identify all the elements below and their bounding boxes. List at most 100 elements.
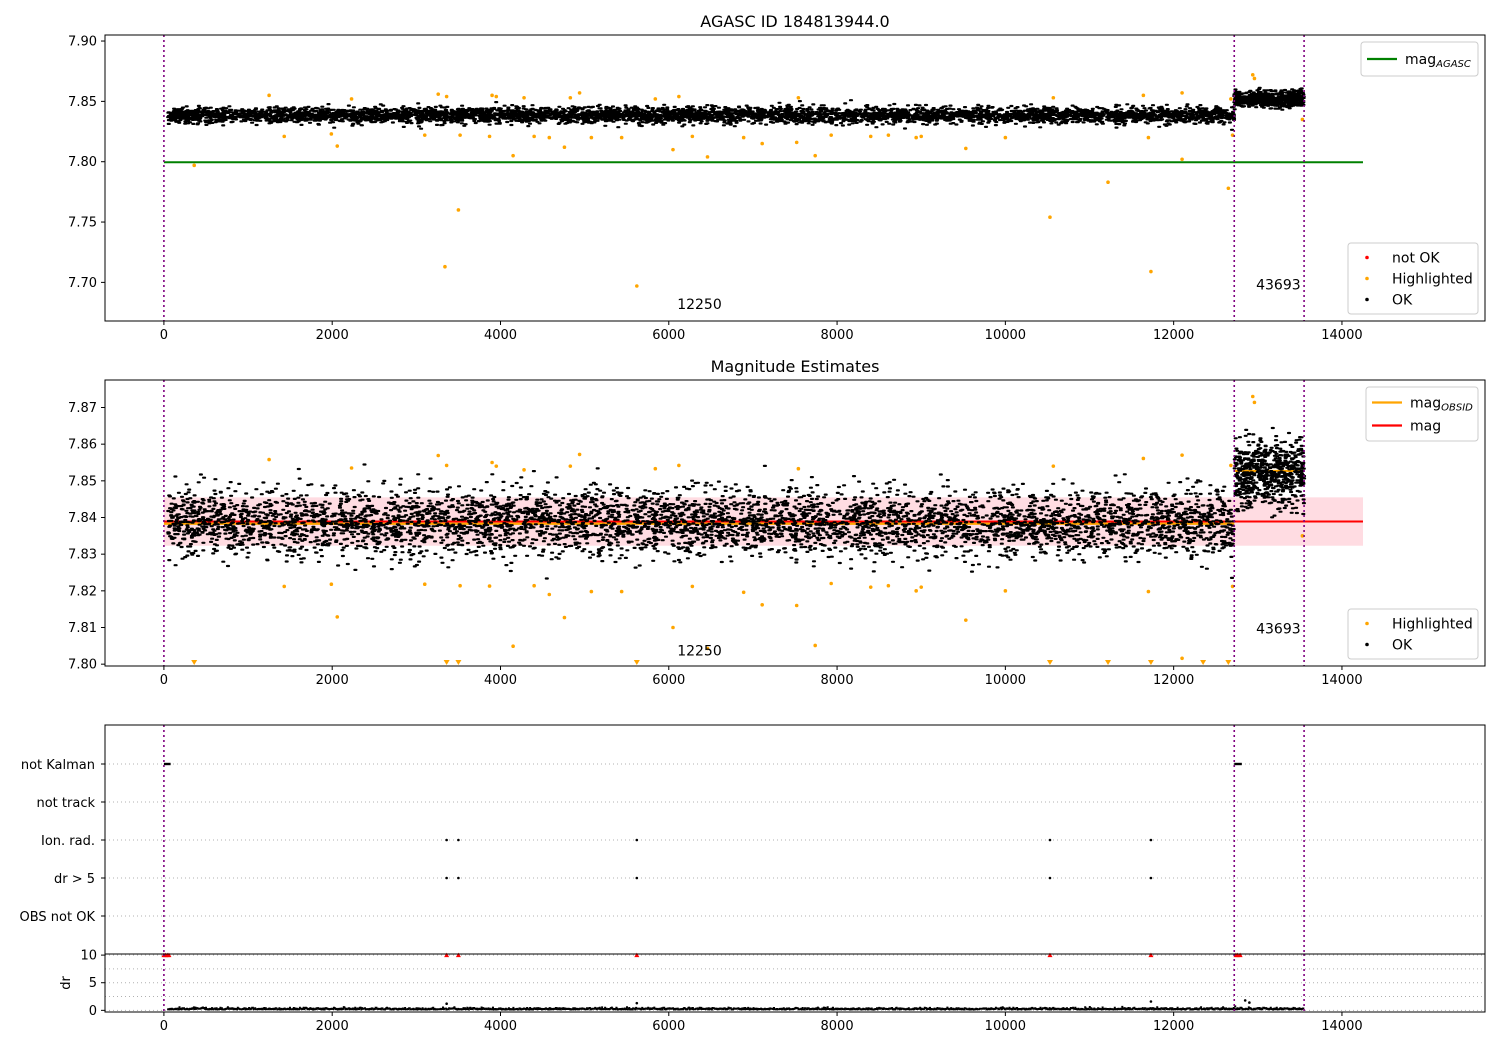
highlighted-point bbox=[619, 135, 624, 140]
legend-marker-label: OK bbox=[1392, 638, 1413, 654]
dr-spike-point bbox=[1243, 999, 1247, 1002]
panel-dr: 0 5 10 0 2000 4000 6000 8000 10000 12000 14000 dr bbox=[59, 949, 1485, 1034]
highlighted-point bbox=[511, 644, 515, 648]
flag-marker bbox=[1149, 838, 1153, 842]
highlighted-point bbox=[1229, 463, 1233, 468]
highlighted-point bbox=[919, 134, 924, 139]
x-tick-label: 0 bbox=[160, 673, 168, 688]
x-tick-label: 10000 bbox=[985, 673, 1026, 688]
highlighted-point bbox=[1146, 589, 1151, 594]
highlighted-point bbox=[705, 155, 710, 159]
highlighted-point bbox=[458, 583, 462, 588]
highlighted-point bbox=[349, 97, 354, 101]
x-tick-label: 4000 bbox=[484, 673, 517, 688]
highlighted-point bbox=[444, 94, 449, 99]
highlighted-point bbox=[335, 144, 340, 148]
legend-box bbox=[1347, 242, 1479, 315]
highlighted-point bbox=[964, 146, 968, 151]
highlighted-point bbox=[760, 141, 764, 146]
highlighted-point bbox=[1106, 180, 1110, 185]
highlighted-point bbox=[690, 134, 695, 139]
highlighted-point bbox=[1141, 93, 1146, 98]
highlighted-point bbox=[494, 464, 499, 468]
dr-clipped-marker bbox=[166, 952, 172, 958]
dr-points bbox=[167, 1005, 1305, 1011]
highlighted-point bbox=[494, 94, 499, 99]
x-tick-label: 2000 bbox=[316, 1019, 349, 1034]
highlighted-point bbox=[1149, 269, 1153, 274]
highlighted-point bbox=[796, 95, 801, 100]
highlighted-point bbox=[794, 603, 799, 608]
legend-marker-swatch bbox=[1365, 297, 1369, 302]
panel-flags: not Kalman not track Ion. rad. dr > 5 OBS no… bbox=[20, 725, 1485, 954]
highlighted-point bbox=[677, 463, 681, 468]
y-tick-label: 0 bbox=[89, 1004, 97, 1019]
x-tick-label: 10000 bbox=[985, 328, 1026, 343]
x-tick-label: 12000 bbox=[1153, 328, 1194, 343]
legend-box bbox=[1360, 41, 1479, 77]
highlighted-point bbox=[1051, 464, 1056, 468]
highlighted-point bbox=[547, 592, 552, 597]
off-scale-marker bbox=[1046, 660, 1053, 665]
highlighted-point bbox=[1226, 186, 1231, 191]
dr-clipped-marker bbox=[1047, 952, 1053, 958]
highlighted-point bbox=[653, 97, 658, 101]
panel-magnitude-frame bbox=[104, 379, 1486, 667]
y-tick-label: 7.84 bbox=[68, 511, 97, 526]
legend-line-subscript: OBSID bbox=[1441, 403, 1473, 414]
y-tick-label: 7.85 bbox=[68, 95, 97, 110]
panel-agasc-title: AGASC ID 184813944.0 bbox=[700, 12, 889, 31]
ok-points bbox=[166, 426, 1307, 580]
x-tick-label: 4000 bbox=[484, 328, 517, 343]
x-tick-label: 14000 bbox=[1321, 328, 1362, 343]
highlighted-point bbox=[511, 153, 515, 158]
off-scale-marker bbox=[1225, 660, 1232, 665]
highlighted-point bbox=[589, 135, 594, 140]
y-tick-label: 7.87 bbox=[68, 401, 97, 416]
highlighted-point bbox=[914, 589, 918, 593]
highlighted-point bbox=[1229, 97, 1233, 101]
highlighted-point bbox=[886, 133, 891, 137]
highlighted-point bbox=[813, 153, 817, 158]
highlighted-point bbox=[1252, 76, 1257, 81]
highlighted-point bbox=[760, 602, 764, 607]
dr-clipped-marker bbox=[444, 952, 450, 958]
legend-marker-label: not OK bbox=[1392, 251, 1440, 267]
highlighted-point bbox=[490, 460, 494, 465]
y-tick-label: 7.70 bbox=[68, 276, 97, 291]
highlighted-point bbox=[813, 643, 817, 648]
highlighted-point bbox=[335, 615, 340, 619]
highlighted-point bbox=[796, 466, 801, 471]
flag-marker bbox=[445, 838, 448, 842]
highlighted-point bbox=[568, 95, 573, 100]
highlighted-point bbox=[919, 585, 924, 589]
highlighted-point bbox=[829, 133, 833, 137]
x-tick-label: 6000 bbox=[652, 673, 685, 688]
flag-category-label: not Kalman bbox=[21, 758, 95, 773]
highlighted-point bbox=[436, 453, 441, 458]
highlighted-point bbox=[562, 145, 567, 150]
x-tick-label: 12000 bbox=[1153, 1019, 1194, 1034]
legend-marker-swatch bbox=[1365, 276, 1369, 281]
highlighted-point bbox=[547, 135, 552, 140]
legend-box bbox=[1365, 386, 1479, 442]
highlighted-point bbox=[1003, 135, 1008, 140]
x-tick-label: 6000 bbox=[652, 328, 685, 343]
highlighted-point bbox=[487, 134, 492, 139]
highlighted-point bbox=[868, 134, 873, 139]
highlighted-point bbox=[522, 468, 526, 472]
flag-marker bbox=[445, 876, 448, 880]
highlighted-point bbox=[422, 133, 427, 137]
highlighted-point bbox=[886, 583, 891, 588]
highlighted-point bbox=[1048, 215, 1052, 220]
highlighted-point bbox=[532, 134, 536, 139]
obsid-label: 43693 bbox=[1256, 278, 1301, 294]
x-tick-label: 10000 bbox=[985, 1019, 1026, 1034]
highlighted-point bbox=[1250, 394, 1255, 399]
off-scale-marker bbox=[633, 660, 640, 665]
dr-axis-label: dr bbox=[59, 976, 74, 990]
flag-marker bbox=[1048, 876, 1052, 880]
legend-marker-swatch bbox=[1365, 621, 1369, 626]
off-scale-marker bbox=[1147, 660, 1154, 665]
flag-category-label: OBS not OK bbox=[20, 910, 96, 925]
